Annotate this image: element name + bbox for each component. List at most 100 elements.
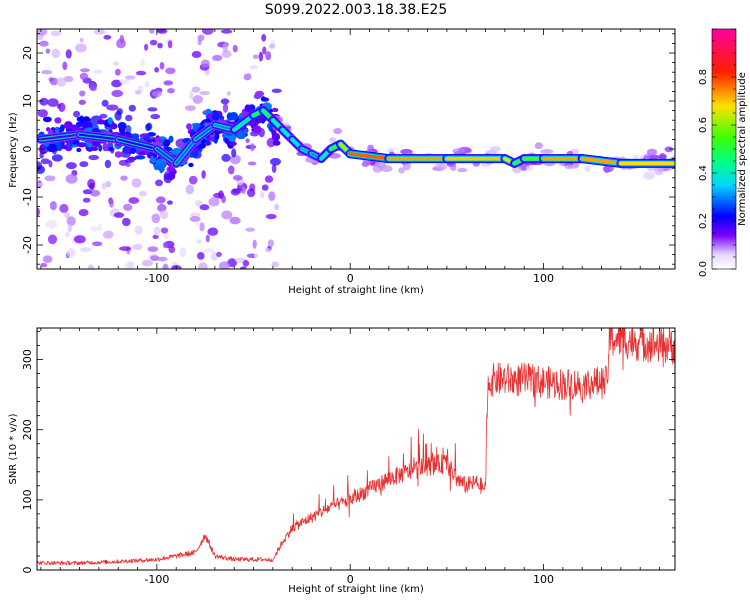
noise-blob [242,260,250,267]
spectrogram-ylabel: Frequency (Hz) [8,112,19,188]
noise-blob [271,261,280,268]
noise-blob [162,241,169,249]
haze-blob [367,144,374,152]
spectral-blob [59,124,65,132]
ridge-core [39,133,81,141]
colorbar-tick-label: 0.2 [698,213,709,229]
spectral-blob [102,142,109,152]
noise-blob [199,90,210,96]
spectral-blob [168,171,176,180]
noise-blob [51,48,60,59]
spectral-blob [235,132,246,140]
noise-blob [189,90,194,100]
colorbar-tick-label: 0.0 [698,261,709,277]
y-tick-label: 0 [21,567,34,574]
spectral-blob [215,133,220,140]
noise-blob [134,225,143,235]
noise-blob [167,200,173,205]
spectral-blob [127,156,137,161]
noise-blob [246,73,252,79]
noise-blob [159,210,169,220]
y-tick-label: 10 [21,94,34,108]
noise-blob [89,182,95,191]
noise-blob [89,225,100,232]
noise-blob [267,239,274,248]
noise-blob [230,188,241,196]
noise-blob [118,246,131,251]
noise-blob [253,253,259,258]
haze-blob [457,168,468,173]
noise-blob [221,210,233,220]
noise-blob [41,69,53,75]
noise-blob [45,48,51,54]
haze-blob [584,165,591,173]
noise-blob [75,43,87,53]
colorbar: 0.0 0.2 0.4 0.6 0.8 Normalized spectral ampl… [698,28,748,277]
noise-blob [122,217,131,227]
snr-ylabel: SNR (10 * v/v) [8,413,19,484]
colorbar-gradient [712,29,736,269]
x-tick-label: 100 [533,272,554,285]
noise-blob [220,98,230,105]
snr-panel: -100 0 100 0 100 200 300 Height of straight li… [8,327,676,595]
noise-blob [189,216,201,222]
noise-blob [120,175,128,181]
haze-blob [664,146,674,153]
noise-blob [45,219,58,229]
noise-blob [124,75,136,80]
spectral-blob [109,122,118,130]
haze-blob [659,153,667,161]
noise-blob [222,102,229,113]
noise-blob [37,207,40,216]
noise-blob [165,67,176,75]
noise-blob [74,235,86,244]
y-tick-label: 20 [21,46,34,60]
haze-blob [402,162,411,171]
noise-blob [191,86,201,93]
spectral-blob [76,147,82,153]
noise-blob [145,123,151,132]
spectral-blob [107,117,113,125]
spectral-blob [124,148,130,154]
snr-frame [36,327,676,571]
noise-blob [79,72,88,81]
snr-series-line [37,328,675,566]
x-tick-label: 0 [347,573,354,586]
noise-blob [198,262,208,269]
noise-blob [67,162,73,169]
haze-blob [540,149,554,154]
noise-blob [241,186,246,195]
y-tick-label: 300 [21,349,34,370]
noise-blob [153,226,161,236]
noise-blob [128,104,136,112]
noise-blob [156,29,168,34]
noise-blob [125,114,133,122]
noise-blob [147,246,159,253]
noise-blob [229,216,241,225]
noise-blob [252,54,259,60]
noise-blob [179,247,187,257]
noise-blob [192,95,203,104]
noise-blob [194,222,200,227]
colorbar-label: Normalized spectral amplitude [737,72,748,226]
noise-blob [47,98,59,107]
noise-blob [47,234,58,245]
noise-blob [139,190,147,197]
colorbar-ticks: 0.0 0.2 0.4 0.6 0.8 [698,28,736,277]
spectral-blob [114,151,122,158]
noise-blob [131,178,142,188]
spectral-blob [46,143,58,153]
spectral-blob [79,115,84,123]
noise-blob [58,102,66,113]
spectral-blob [91,146,99,151]
noise-blob [208,197,220,207]
noise-blob [132,243,143,251]
noise-blob [87,264,95,269]
noise-blob [154,67,160,73]
spectral-blob [72,126,78,131]
noise-blob [216,251,222,258]
noise-blob [42,255,53,263]
noise-blob [168,246,176,254]
noise-blob [249,143,255,152]
noise-blob [163,80,173,86]
